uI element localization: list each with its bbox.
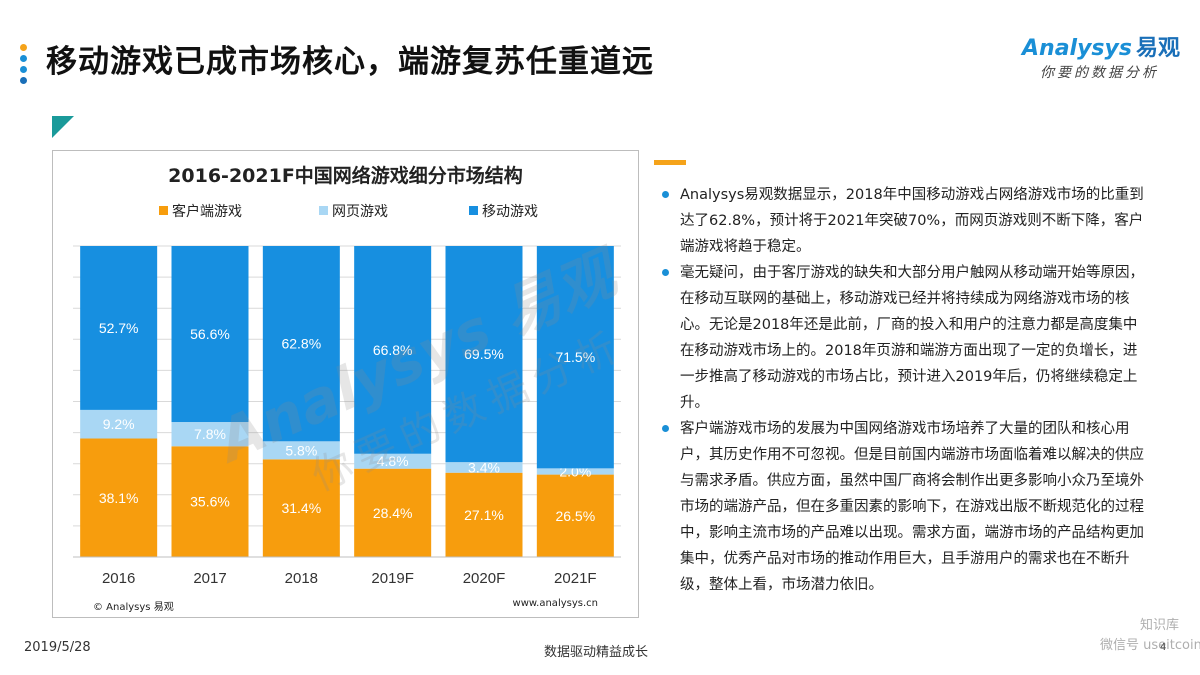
- analysys-logo: Analysys 易观 你要的数据分析: [1022, 30, 1182, 90]
- chart-legend: 客户端游戏 网页游戏 移动游戏: [159, 201, 579, 221]
- bar-segment: [171, 422, 249, 447]
- bar-segment: [80, 246, 158, 410]
- data-label: 26.5%: [555, 508, 595, 524]
- bar-segment: [171, 446, 249, 557]
- legend-swatch: [159, 206, 168, 215]
- paragraph: 毫无疑问，由于客厅游戏的缺失和大部分用户触网从移动端开始等原因，在移动互联网的基…: [660, 260, 1148, 416]
- legend-item-client: 客户端游戏: [159, 201, 242, 221]
- legend-label: 移动游戏: [482, 204, 538, 220]
- page-number: 4: [1160, 642, 1167, 653]
- legend-item-web: 网页游戏: [319, 201, 388, 221]
- footer-date: 2019/5/28: [24, 640, 91, 655]
- logo-brand-en: Analysys: [1022, 36, 1132, 61]
- data-label: 4.8%: [377, 453, 409, 469]
- bar-segment: [354, 468, 432, 557]
- x-tick-label: 2020F: [463, 570, 506, 587]
- bar-segment: [262, 246, 340, 442]
- title-dot: [20, 66, 27, 73]
- x-tick-label: 2016: [102, 570, 135, 587]
- bar-segment: [445, 462, 523, 473]
- data-label: 56.6%: [190, 326, 230, 342]
- page-title: 移动游戏已成市场核心，端游复苏任重道远: [46, 44, 654, 80]
- accent-dash: [654, 160, 686, 165]
- bar-segment: [445, 246, 523, 463]
- data-label: 27.1%: [464, 507, 504, 523]
- x-tick-label: 2018: [285, 570, 318, 587]
- bar-segment: [262, 459, 340, 557]
- bar-segment: [262, 441, 340, 460]
- chart-source-copyright: © Analysys 易观: [93, 602, 174, 613]
- data-label: 7.8%: [194, 426, 226, 442]
- x-tick-label: 2021F: [554, 570, 597, 587]
- chart-source-url: www.analysys.cn: [512, 598, 598, 609]
- paragraph: 客户端游戏市场的发展为中国网络游戏市场培养了大量的团队和核心用户，其历史作用不可…: [660, 416, 1148, 598]
- legend-swatch: [319, 206, 328, 215]
- bullet-dot-icon: [662, 269, 669, 276]
- data-label: 66.8%: [373, 342, 413, 358]
- paragraph: Analysys易观数据显示，2018年中国移动游戏占网络游戏市场的比重到达了6…: [660, 182, 1148, 260]
- stamp-line1: 知识库: [1140, 618, 1180, 633]
- bar-segment: [354, 246, 432, 454]
- x-tick-label: 2019F: [371, 570, 414, 587]
- source-stamp: 知识库 微信号 useitcoin: [1100, 616, 1200, 656]
- bar-segment: [445, 472, 523, 557]
- chart-panel: 2016-2021F中国网络游戏细分市场结构 客户端游戏 网页游戏 移动游戏 3…: [52, 150, 639, 618]
- title-dot: [20, 44, 27, 51]
- data-label: 3.4%: [468, 459, 500, 475]
- bar-segment: [536, 246, 614, 469]
- title-dot: [20, 55, 27, 62]
- data-label: 28.4%: [373, 505, 413, 521]
- data-label: 52.7%: [99, 320, 139, 336]
- logo-brand-cn: 易观: [1135, 36, 1180, 61]
- legend-item-mobile: 移动游戏: [469, 201, 538, 221]
- logo-tagline: 你要的数据分析: [1040, 65, 1159, 81]
- bar-segment: [80, 438, 158, 557]
- paragraph-text: 毫无疑问，由于客厅游戏的缺失和大部分用户触网从移动端开始等原因，在移动互联网的基…: [680, 265, 1144, 411]
- data-label: 35.6%: [190, 494, 230, 510]
- corner-triangle-decoration: [52, 116, 74, 138]
- bar-segment: [536, 474, 614, 557]
- bar-segment: [354, 453, 432, 469]
- bullet-dot-icon: [662, 425, 669, 432]
- legend-label: 客户端游戏: [172, 204, 242, 220]
- bar-segment: [536, 468, 614, 475]
- data-label: 62.8%: [281, 336, 321, 352]
- data-label: 69.5%: [464, 346, 504, 362]
- stacked-bar-chart: 38.1% 9.2% 52.7% 2016 35.6% 7.8% 56.6% 2017 31.4…: [73, 245, 621, 587]
- analysis-text: Analysys易观数据显示，2018年中国移动游戏占网络游戏市场的比重到达了6…: [660, 182, 1148, 598]
- bullet-dot-icon: [662, 191, 669, 198]
- legend-swatch: [469, 206, 478, 215]
- bar-segment: [80, 409, 158, 439]
- paragraph-text: Analysys易观数据显示，2018年中国移动游戏占网络游戏市场的比重到达了6…: [680, 187, 1144, 255]
- logo-brand: Analysys 易观: [1022, 30, 1180, 62]
- data-label: 71.5%: [555, 349, 595, 365]
- data-label: 9.2%: [103, 416, 135, 432]
- chart-title: 2016-2021F中国网络游戏细分市场结构: [168, 165, 523, 187]
- title-dot: [20, 77, 27, 84]
- footer-slogan: 数据驱动精益成长: [544, 645, 649, 660]
- x-tick-label: 2017: [193, 570, 226, 587]
- bar-segment: [171, 246, 249, 423]
- paragraph-text: 客户端游戏市场的发展为中国网络游戏市场培养了大量的团队和核心用户，其历史作用不可…: [680, 421, 1144, 593]
- data-label: 38.1%: [99, 490, 139, 506]
- title-dots: [20, 44, 30, 84]
- stamp-line2: 微信号 useitcoin: [1100, 638, 1200, 653]
- data-label: 31.4%: [281, 500, 321, 516]
- data-label: 5.8%: [285, 442, 317, 458]
- legend-label: 网页游戏: [332, 204, 388, 220]
